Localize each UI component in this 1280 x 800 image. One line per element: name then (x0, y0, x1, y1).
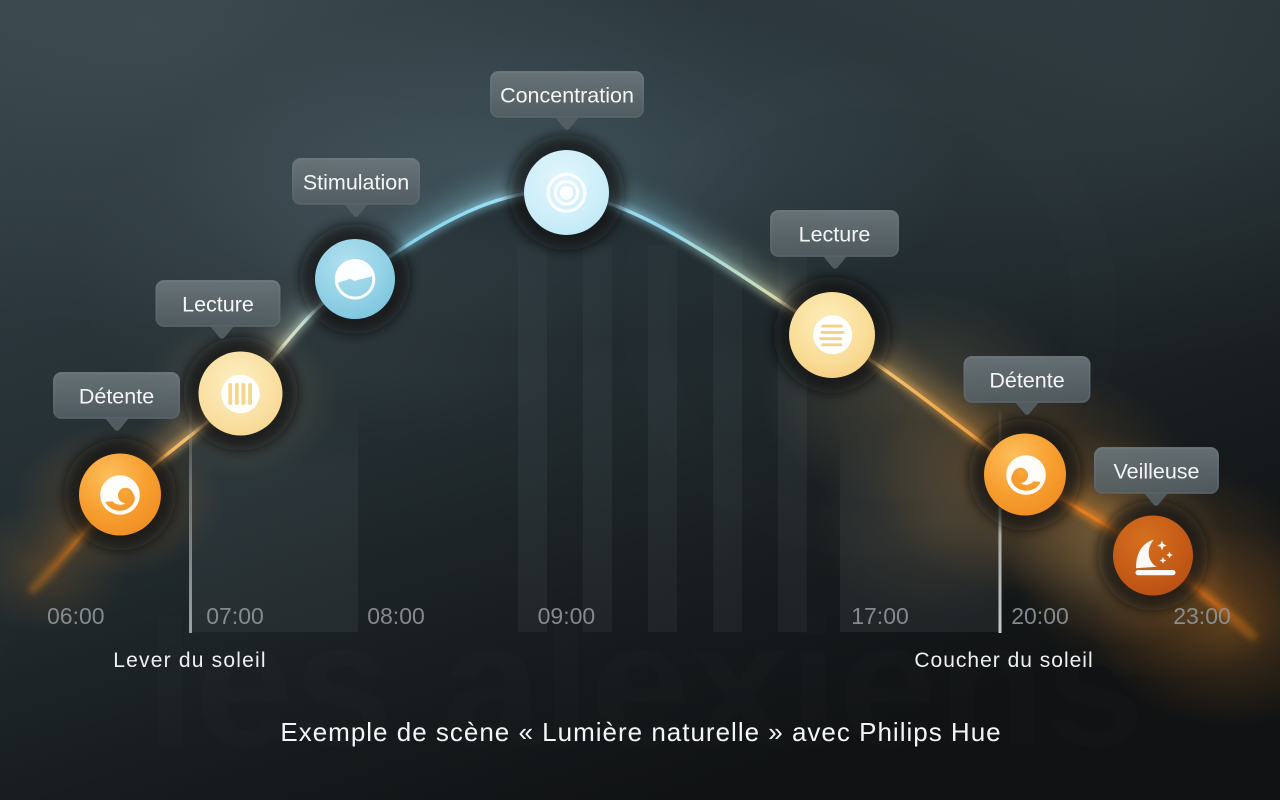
svg-text:07:00: 07:00 (206, 603, 264, 629)
svg-text:Veilleuse: Veilleuse (1113, 460, 1199, 484)
svg-text:06:00: 06:00 (47, 603, 105, 629)
svg-text:les alexiens: les alexiens (145, 584, 1145, 783)
svg-text:17:00: 17:00 (851, 603, 909, 629)
svg-text:08:00: 08:00 (367, 603, 425, 629)
svg-text:20:00: 20:00 (1011, 603, 1069, 629)
svg-text:Lever du soleil: Lever du soleil (113, 649, 266, 672)
svg-text:Exemple de scène « Lumière nat: Exemple de scène « Lumière naturelle » a… (280, 717, 1001, 747)
svg-text:09:00: 09:00 (538, 603, 596, 629)
svg-text:Concentration: Concentration (500, 84, 634, 108)
svg-text:Détente: Détente (79, 385, 154, 409)
svg-text:Stimulation: Stimulation (303, 171, 409, 195)
svg-text:Lecture: Lecture (799, 223, 871, 247)
svg-text:23:00: 23:00 (1173, 603, 1231, 629)
svg-text:Coucher du soleil: Coucher du soleil (914, 649, 1093, 672)
svg-text:Lecture: Lecture (182, 293, 254, 317)
svg-text:Détente: Détente (989, 369, 1064, 393)
